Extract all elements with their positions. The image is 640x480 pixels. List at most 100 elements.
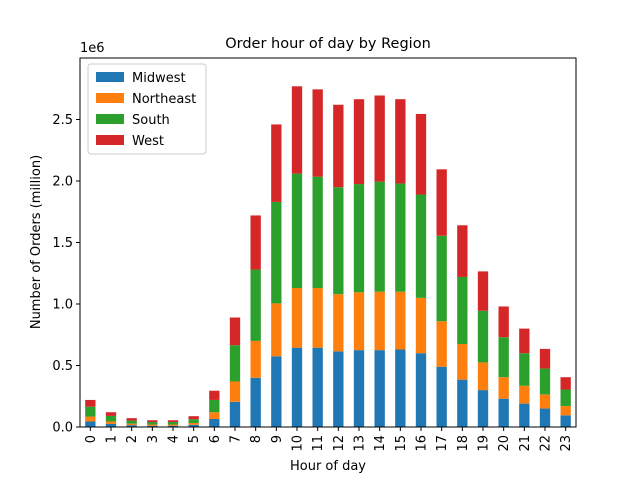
legend-label-south: South — [132, 113, 170, 128]
bar-west-21 — [519, 328, 530, 354]
bar-west-5 — [188, 416, 199, 420]
x-tick-label: 18 — [456, 435, 471, 452]
bar-midwest-12 — [333, 351, 344, 427]
bar-northeast-1 — [105, 421, 117, 424]
bar-west-16 — [415, 113, 427, 195]
bar-northeast-12 — [333, 294, 344, 352]
x-tick-label: 12 — [332, 435, 347, 452]
y-offset-text: 1e6 — [80, 41, 105, 56]
bar-midwest-16 — [415, 353, 427, 427]
bar-midwest-18 — [457, 379, 468, 427]
bar-south-13 — [353, 184, 365, 293]
x-tick-label: 2 — [125, 435, 140, 443]
bar-south-11 — [312, 176, 323, 288]
legend-swatch-midwest — [96, 72, 124, 82]
chart-title: Order hour of day by Region — [225, 36, 431, 52]
bar-northeast-16 — [415, 297, 427, 354]
legend-label-northeast: Northeast — [132, 92, 196, 107]
bar-south-2 — [126, 420, 137, 424]
bar-midwest-0 — [85, 421, 96, 427]
bar-west-18 — [457, 225, 468, 277]
bar-midwest-20 — [498, 398, 509, 427]
bar-northeast-0 — [85, 416, 96, 422]
bar-west-11 — [312, 89, 323, 177]
x-tick-label: 13 — [353, 435, 368, 452]
y-tick-label: 1.0 — [52, 298, 73, 313]
bar-west-10 — [291, 86, 303, 174]
bar-south-22 — [539, 368, 551, 395]
bar-midwest-7 — [229, 401, 241, 427]
bar-west-8 — [250, 215, 261, 270]
bar-west-0 — [85, 399, 96, 407]
bar-northeast-15 — [395, 291, 406, 350]
x-tick-label: 23 — [559, 435, 574, 452]
bar-northeast-13 — [353, 292, 365, 351]
bar-west-6 — [209, 390, 220, 400]
bar-northeast-20 — [498, 377, 509, 399]
bar-northeast-6 — [209, 412, 220, 419]
bar-south-6 — [209, 399, 220, 413]
bar-midwest-11 — [312, 347, 323, 427]
bar-west-1 — [105, 412, 117, 416]
bar-south-1 — [105, 415, 117, 422]
bar-west-12 — [333, 104, 344, 188]
bar-south-9 — [271, 201, 282, 304]
bar-west-22 — [539, 348, 551, 369]
bar-midwest-3 — [147, 425, 158, 427]
bar-northeast-7 — [229, 381, 241, 402]
x-tick-label: 5 — [187, 435, 202, 443]
bar-northeast-11 — [312, 288, 323, 348]
x-tick-label: 4 — [167, 435, 182, 443]
bar-midwest-13 — [353, 350, 365, 428]
legend-swatch-northeast — [96, 93, 124, 103]
legend-swatch-south — [96, 114, 124, 124]
bar-south-3 — [147, 422, 158, 425]
bar-west-20 — [498, 306, 509, 338]
bar-west-4 — [167, 420, 179, 423]
y-tick-label: 2.5 — [52, 113, 73, 128]
legend-box — [87, 63, 207, 155]
x-tick-label: 3 — [146, 435, 161, 443]
bar-northeast-23 — [560, 406, 571, 416]
x-tick-label: 15 — [394, 435, 409, 452]
bar-midwest-4 — [167, 425, 179, 427]
bar-south-14 — [374, 181, 385, 292]
y-tick-label: 2.0 — [52, 175, 73, 190]
y-tick-label: 0.5 — [52, 359, 73, 374]
bar-south-23 — [560, 389, 571, 407]
bar-northeast-19 — [477, 362, 489, 391]
legend-swatch-west — [96, 135, 124, 145]
bar-midwest-23 — [560, 415, 571, 427]
bar-south-0 — [85, 406, 96, 417]
bar-northeast-21 — [519, 385, 530, 404]
x-tick-label: 11 — [311, 435, 326, 452]
bar-midwest-5 — [188, 424, 199, 427]
x-tick-label: 14 — [373, 435, 388, 452]
bar-northeast-5 — [188, 422, 199, 425]
legend-label-midwest: Midwest — [132, 71, 186, 86]
x-tick-label: 20 — [497, 435, 512, 452]
bar-northeast-18 — [457, 343, 468, 380]
x-tick-label: 16 — [415, 435, 430, 452]
bar-northeast-14 — [374, 291, 385, 351]
x-tick-label: 1 — [105, 435, 120, 443]
bar-south-4 — [167, 422, 179, 425]
bar-west-2 — [126, 418, 137, 421]
bar-south-21 — [519, 353, 530, 386]
bar-south-7 — [229, 345, 241, 382]
bar-northeast-10 — [291, 288, 303, 348]
bar-west-13 — [353, 99, 365, 185]
x-tick-label: 19 — [477, 435, 492, 452]
bar-midwest-1 — [105, 423, 117, 427]
bar-midwest-8 — [250, 377, 261, 427]
x-tick-label: 0 — [84, 435, 99, 443]
bar-south-17 — [436, 235, 447, 322]
y-tick-label: 0.0 — [52, 421, 73, 436]
bars-group — [85, 86, 571, 428]
bar-northeast-9 — [271, 303, 282, 357]
bar-northeast-2 — [126, 423, 137, 426]
bar-midwest-10 — [291, 347, 303, 427]
bar-west-9 — [271, 124, 282, 202]
x-tick-label: 6 — [208, 435, 223, 443]
